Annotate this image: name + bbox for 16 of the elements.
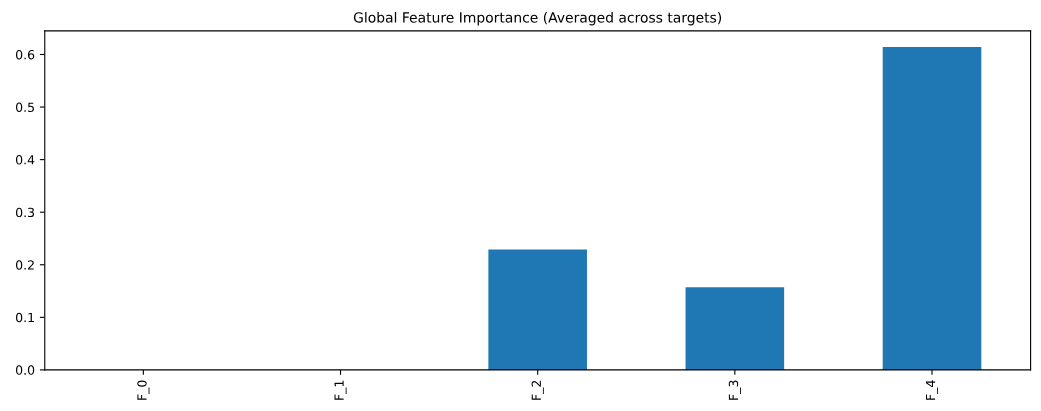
y-tick-label: 0.0 (15, 365, 35, 375)
chart-title: Global Feature Importance (Averaged across targets) (353, 11, 722, 26)
y-tick-label: 0.1 (15, 312, 34, 323)
x-tick-label: F_0 (137, 380, 150, 400)
x-tick-label: F_3 (728, 380, 741, 400)
x-tick-label: F_1 (334, 380, 347, 400)
y-tick-label: 0.5 (15, 102, 34, 112)
x-tick-label: F_4 (926, 380, 939, 400)
y-tick-label: 0.6 (15, 49, 35, 60)
y-tick-label: 0.2 (15, 260, 34, 270)
bar (488, 249, 587, 370)
x-tick-label: F_2 (531, 380, 544, 400)
y-tick-label: 0.4 (15, 155, 35, 165)
bar (685, 287, 785, 370)
y-tick-label: 0.3 (15, 207, 35, 218)
bar (882, 47, 982, 370)
